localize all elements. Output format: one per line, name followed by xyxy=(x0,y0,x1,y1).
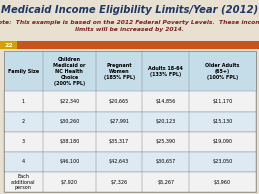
Text: Medicaid Income Eligibility Limits/Year (2012): Medicaid Income Eligibility Limits/Year … xyxy=(1,5,258,15)
Text: $3,960: $3,960 xyxy=(214,179,231,184)
Text: $25,390: $25,390 xyxy=(156,139,176,144)
Text: $5,267: $5,267 xyxy=(157,179,174,184)
Bar xyxy=(4,152,256,172)
Text: $20,123: $20,123 xyxy=(156,119,176,124)
Text: $14,856: $14,856 xyxy=(156,99,176,104)
Bar xyxy=(4,51,256,192)
Bar xyxy=(0,41,259,49)
Text: 22: 22 xyxy=(4,43,13,48)
Text: Adults 18-64
(133% FPL): Adults 18-64 (133% FPL) xyxy=(148,66,183,77)
Text: $35,317: $35,317 xyxy=(109,139,129,144)
Text: 2: 2 xyxy=(22,119,25,124)
Text: $15,130: $15,130 xyxy=(212,119,233,124)
Text: $46,100: $46,100 xyxy=(59,159,80,164)
Bar xyxy=(0,41,17,49)
Text: $30,657: $30,657 xyxy=(156,159,176,164)
Bar xyxy=(4,51,256,92)
Text: Note:  This example is based on the 2012 Federal Poverty Levels.  These income
l: Note: This example is based on the 2012 … xyxy=(0,20,259,32)
Text: Family Size: Family Size xyxy=(8,69,39,74)
Text: 3: 3 xyxy=(22,139,25,144)
Text: $7,326: $7,326 xyxy=(111,179,128,184)
Text: $22,340: $22,340 xyxy=(59,99,80,104)
Bar xyxy=(4,51,256,192)
Bar xyxy=(4,132,256,152)
Bar xyxy=(4,112,256,132)
Bar xyxy=(4,172,256,192)
Text: $20,665: $20,665 xyxy=(109,99,129,104)
Text: 1: 1 xyxy=(22,99,25,104)
Text: $30,260: $30,260 xyxy=(59,119,80,124)
Text: $27,991: $27,991 xyxy=(109,119,129,124)
Text: $42,643: $42,643 xyxy=(109,159,129,164)
Text: Children
Medicaid or
NC Health
Choice
(200% FPL): Children Medicaid or NC Health Choice (2… xyxy=(53,57,85,86)
Text: $7,920: $7,920 xyxy=(61,179,78,184)
Text: $38,180: $38,180 xyxy=(59,139,80,144)
Text: $11,170: $11,170 xyxy=(212,99,233,104)
Text: Each
additional
person: Each additional person xyxy=(11,174,36,190)
Text: Older Adults
(65+)
(100% FPL): Older Adults (65+) (100% FPL) xyxy=(205,63,240,80)
Text: $23,050: $23,050 xyxy=(212,159,233,164)
Text: 4: 4 xyxy=(22,159,25,164)
Text: Pregnant
Women
(185% FPL): Pregnant Women (185% FPL) xyxy=(104,63,135,80)
Bar xyxy=(4,92,256,112)
Text: $19,090: $19,090 xyxy=(212,139,233,144)
